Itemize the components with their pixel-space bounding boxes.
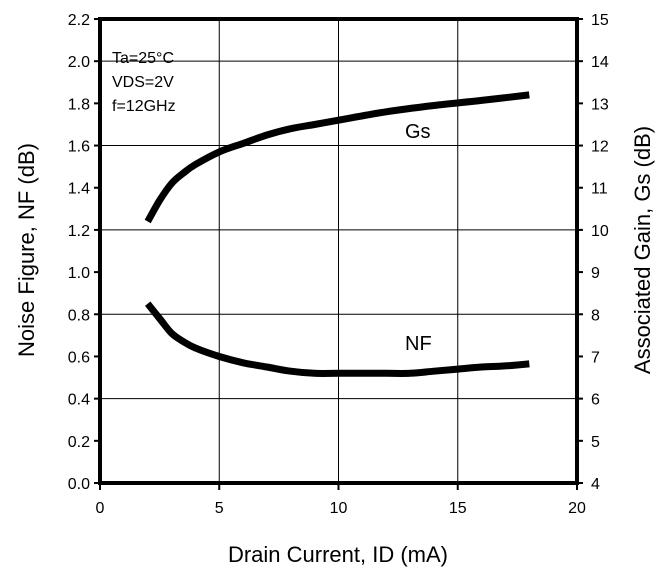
x-tick-label: 0 [96,500,105,517]
y-right-tick-label: 15 [591,12,609,29]
y-left-tick-label: 1.0 [68,265,90,282]
x-axis-title: Drain Current, ID (mA) [228,542,448,567]
y-right-tick-label: 6 [591,392,600,409]
grid-lines [100,19,577,483]
y-right-tick-label: 8 [591,307,600,324]
y-left-tick-label: 1.2 [68,223,90,240]
y-left-tick-label: 1.8 [68,96,90,113]
x-tick-label: 15 [449,500,467,517]
conditions-note: Ta=25°C VDS=2V f=12GHz [112,50,176,115]
y-left-tick-label: 2.0 [68,54,90,71]
y-left-axis-title: Noise Figure, NF (dB) [14,143,39,357]
y-right-tick-label: 14 [591,54,609,71]
y-right-tick-label: 13 [591,96,609,113]
y-right-tick-label: 12 [591,139,609,156]
series-label-nf: NF [405,333,432,355]
y-left-tick-label: 1.6 [68,139,90,156]
y-left-tick-label: 0.2 [68,434,90,451]
y-left-tick-label: 0.4 [68,392,90,409]
x-tick-labels: 0 5 10 15 20 [96,483,586,517]
y-right-tick-label: 5 [591,434,600,451]
y-right-tick-label: 4 [591,476,600,493]
y-left-tick-label: 0.6 [68,349,90,366]
y-left-tick-label: 1.4 [68,181,90,198]
series-lines [144,91,530,377]
x-tick-label: 5 [215,500,224,517]
condition-vds: VDS=2V [112,74,174,91]
series-line-nf [144,301,530,377]
y-right-tick-label: 11 [591,181,608,198]
y-right-tick-label: 7 [591,349,600,366]
y-right-axis-title: Associated Gain, Gs (dB) [630,126,655,374]
x-tick-label: 20 [568,500,586,517]
y-right-tick-label: 9 [591,265,600,282]
y-right-tick-label: 10 [591,223,609,240]
y-left-tick-label: 0.8 [68,307,90,324]
y-left-tick-label: 2.2 [68,12,90,29]
condition-freq: f=12GHz [112,98,176,115]
series-label-gs: Gs [405,121,431,143]
y-right-tick-labels: 4 5 6 7 8 9 10 11 12 13 14 15 [577,12,609,493]
x-tick-label: 10 [330,500,348,517]
series-line-gs [144,91,530,224]
y-left-tick-labels: 0.0 0.2 0.4 0.6 0.8 1.0 1.2 1.4 1.6 1.8 2.0 2.2 [68,12,100,493]
condition-ta: Ta=25°C [112,50,174,67]
y-left-tick-label: 0.0 [68,476,90,493]
